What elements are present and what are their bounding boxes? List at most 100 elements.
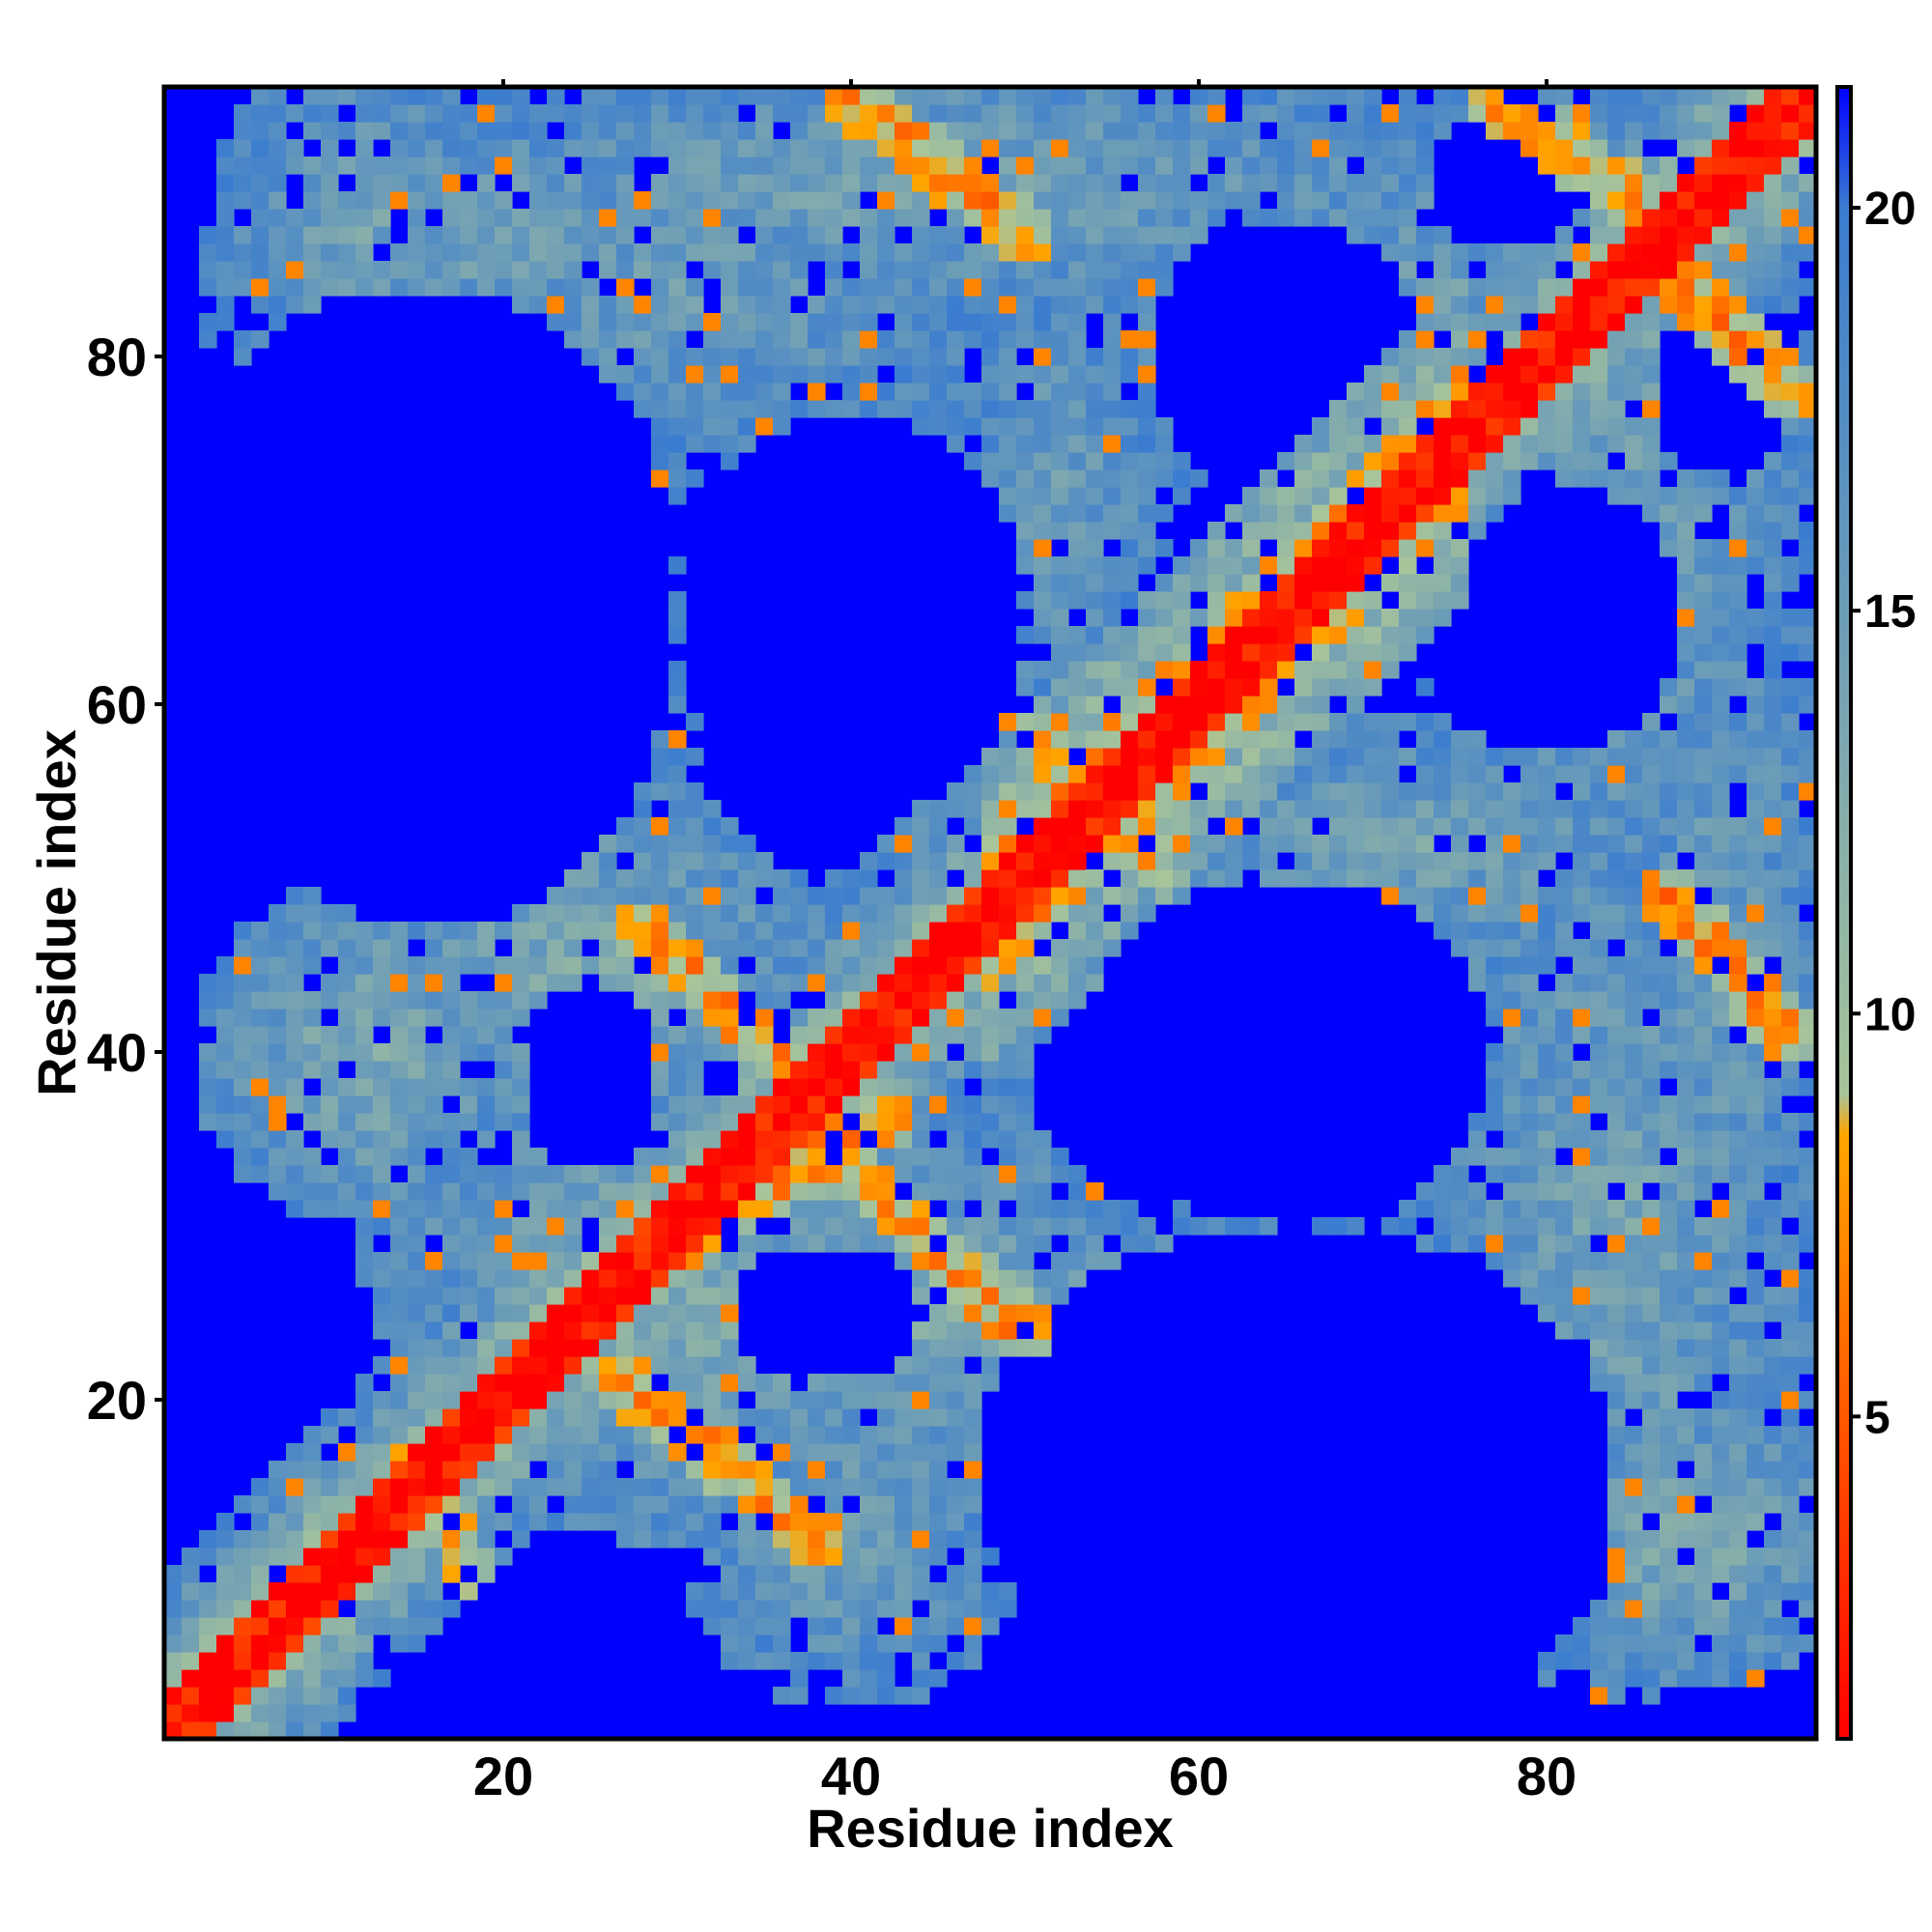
- heatmap-cell: [651, 1078, 669, 1096]
- heatmap-cell: [738, 313, 756, 331]
- heatmap-cell: [773, 330, 791, 349]
- heatmap-cell: [668, 974, 687, 992]
- heatmap-cell: [269, 1513, 287, 1531]
- heatmap-cell: [1103, 765, 1122, 783]
- plot-frame: [161, 84, 1819, 1742]
- heatmap-cell: [773, 1548, 791, 1566]
- heatmap-cell: [1503, 1182, 1521, 1201]
- heatmap-cell: [547, 313, 565, 331]
- heatmap-cell: [286, 1061, 304, 1079]
- heatmap-cell: [1799, 348, 1816, 366]
- heatmap-cell: [947, 887, 965, 905]
- heatmap-cell: [947, 1061, 965, 1079]
- colorbar-tick-label: 15: [1864, 586, 1916, 638]
- heatmap-cell: [408, 1269, 426, 1288]
- heatmap-cell: [686, 1426, 704, 1444]
- heatmap-cell: [1068, 156, 1087, 175]
- heatmap-cell: [1764, 243, 1782, 262]
- heatmap-cell: [1277, 556, 1295, 575]
- heatmap-cell: [964, 243, 982, 262]
- heatmap-cell: [1034, 122, 1052, 140]
- heatmap-cell: [355, 1495, 374, 1514]
- heatmap-cell: [1555, 817, 1574, 836]
- heatmap-cell: [1781, 1165, 1800, 1183]
- heatmap-cell: [512, 1304, 530, 1322]
- heatmap-cell: [1086, 835, 1104, 853]
- heatmap-cell: [1486, 1095, 1504, 1114]
- heatmap-cell: [1555, 383, 1574, 401]
- heatmap-cell: [738, 1408, 756, 1427]
- heatmap-cell: [686, 1391, 704, 1409]
- heatmap-cell: [964, 1530, 982, 1548]
- heatmap-cell: [773, 1513, 791, 1531]
- heatmap-cell: [721, 1165, 739, 1183]
- heatmap-cell: [1677, 104, 1695, 123]
- heatmap-cell: [1451, 782, 1469, 801]
- heatmap-cell: [1573, 991, 1591, 1009]
- heatmap-cell: [425, 174, 443, 192]
- heatmap-cell: [1781, 452, 1800, 470]
- heatmap-cell: [947, 1426, 965, 1444]
- heatmap-cell: [1051, 435, 1069, 453]
- heatmap-cell: [1347, 383, 1365, 401]
- heatmap-cell: [251, 1652, 270, 1670]
- heatmap-cell: [495, 1165, 513, 1183]
- heatmap-cell: [1329, 435, 1348, 453]
- heatmap-cell: [1034, 956, 1052, 975]
- heatmap-cell: [373, 1478, 391, 1496]
- heatmap-cell: [1329, 174, 1348, 192]
- heatmap-cell: [199, 1548, 217, 1566]
- heatmap-cell: [338, 904, 356, 923]
- heatmap-cell: [912, 974, 930, 992]
- heatmap-cell: [755, 1634, 774, 1653]
- heatmap-cell: [1277, 156, 1295, 175]
- heatmap-cell: [1625, 1565, 1643, 1583]
- heatmap-cell: [808, 1565, 826, 1583]
- heatmap-cell: [216, 226, 235, 244]
- heatmap-cell: [1660, 243, 1678, 262]
- heatmap-cell: [1660, 1235, 1678, 1253]
- heatmap-cell: [1381, 487, 1400, 505]
- heatmap-cell: [1034, 87, 1052, 105]
- heatmap-cell: [199, 1530, 217, 1548]
- heatmap-cell: [547, 226, 565, 244]
- heatmap-cell: [964, 782, 982, 801]
- heatmap-cell: [1607, 800, 1626, 818]
- heatmap-cell: [303, 261, 322, 279]
- heatmap-cell: [999, 469, 1017, 488]
- heatmap-cell: [1660, 1374, 1678, 1392]
- heatmap-cell: [1694, 800, 1713, 818]
- heatmap-cell: [929, 139, 948, 157]
- heatmap-cell: [1555, 1269, 1574, 1288]
- heatmap-cell: [842, 278, 861, 297]
- heatmap-cell: [808, 313, 826, 331]
- heatmap-cell: [1694, 696, 1713, 714]
- heatmap-cell: [721, 1426, 739, 1444]
- heatmap-cell: [703, 1600, 722, 1618]
- heatmap-cell: [1694, 782, 1713, 801]
- heatmap-cell: [790, 1687, 809, 1705]
- heatmap-cell: [808, 1600, 826, 1618]
- heatmap-cell: [1051, 174, 1069, 192]
- heatmap-cell: [1781, 1235, 1800, 1253]
- heatmap-cell: [495, 956, 513, 975]
- heatmap-cell: [1729, 835, 1747, 853]
- heatmap-cell: [1381, 452, 1400, 470]
- heatmap-cell: [1155, 887, 1174, 905]
- heatmap-cell: [721, 1461, 739, 1479]
- heatmap-cell: [234, 991, 252, 1009]
- heatmap-cell: [1086, 226, 1104, 244]
- heatmap-cell: [338, 1669, 356, 1688]
- heatmap-cell: [1016, 887, 1035, 905]
- heatmap-cell: [582, 313, 600, 331]
- heatmap-cell: [842, 104, 861, 123]
- heatmap-cell: [1312, 748, 1330, 766]
- heatmap-cell: [1173, 730, 1191, 749]
- heatmap-cell: [860, 1687, 878, 1705]
- heatmap-cell: [703, 1304, 722, 1322]
- heatmap-cell: [842, 243, 861, 262]
- heatmap-cell: [1294, 852, 1313, 870]
- heatmap-cell: [964, 1043, 982, 1062]
- heatmap-cell: [1660, 748, 1678, 766]
- heatmap-cell: [981, 922, 1000, 940]
